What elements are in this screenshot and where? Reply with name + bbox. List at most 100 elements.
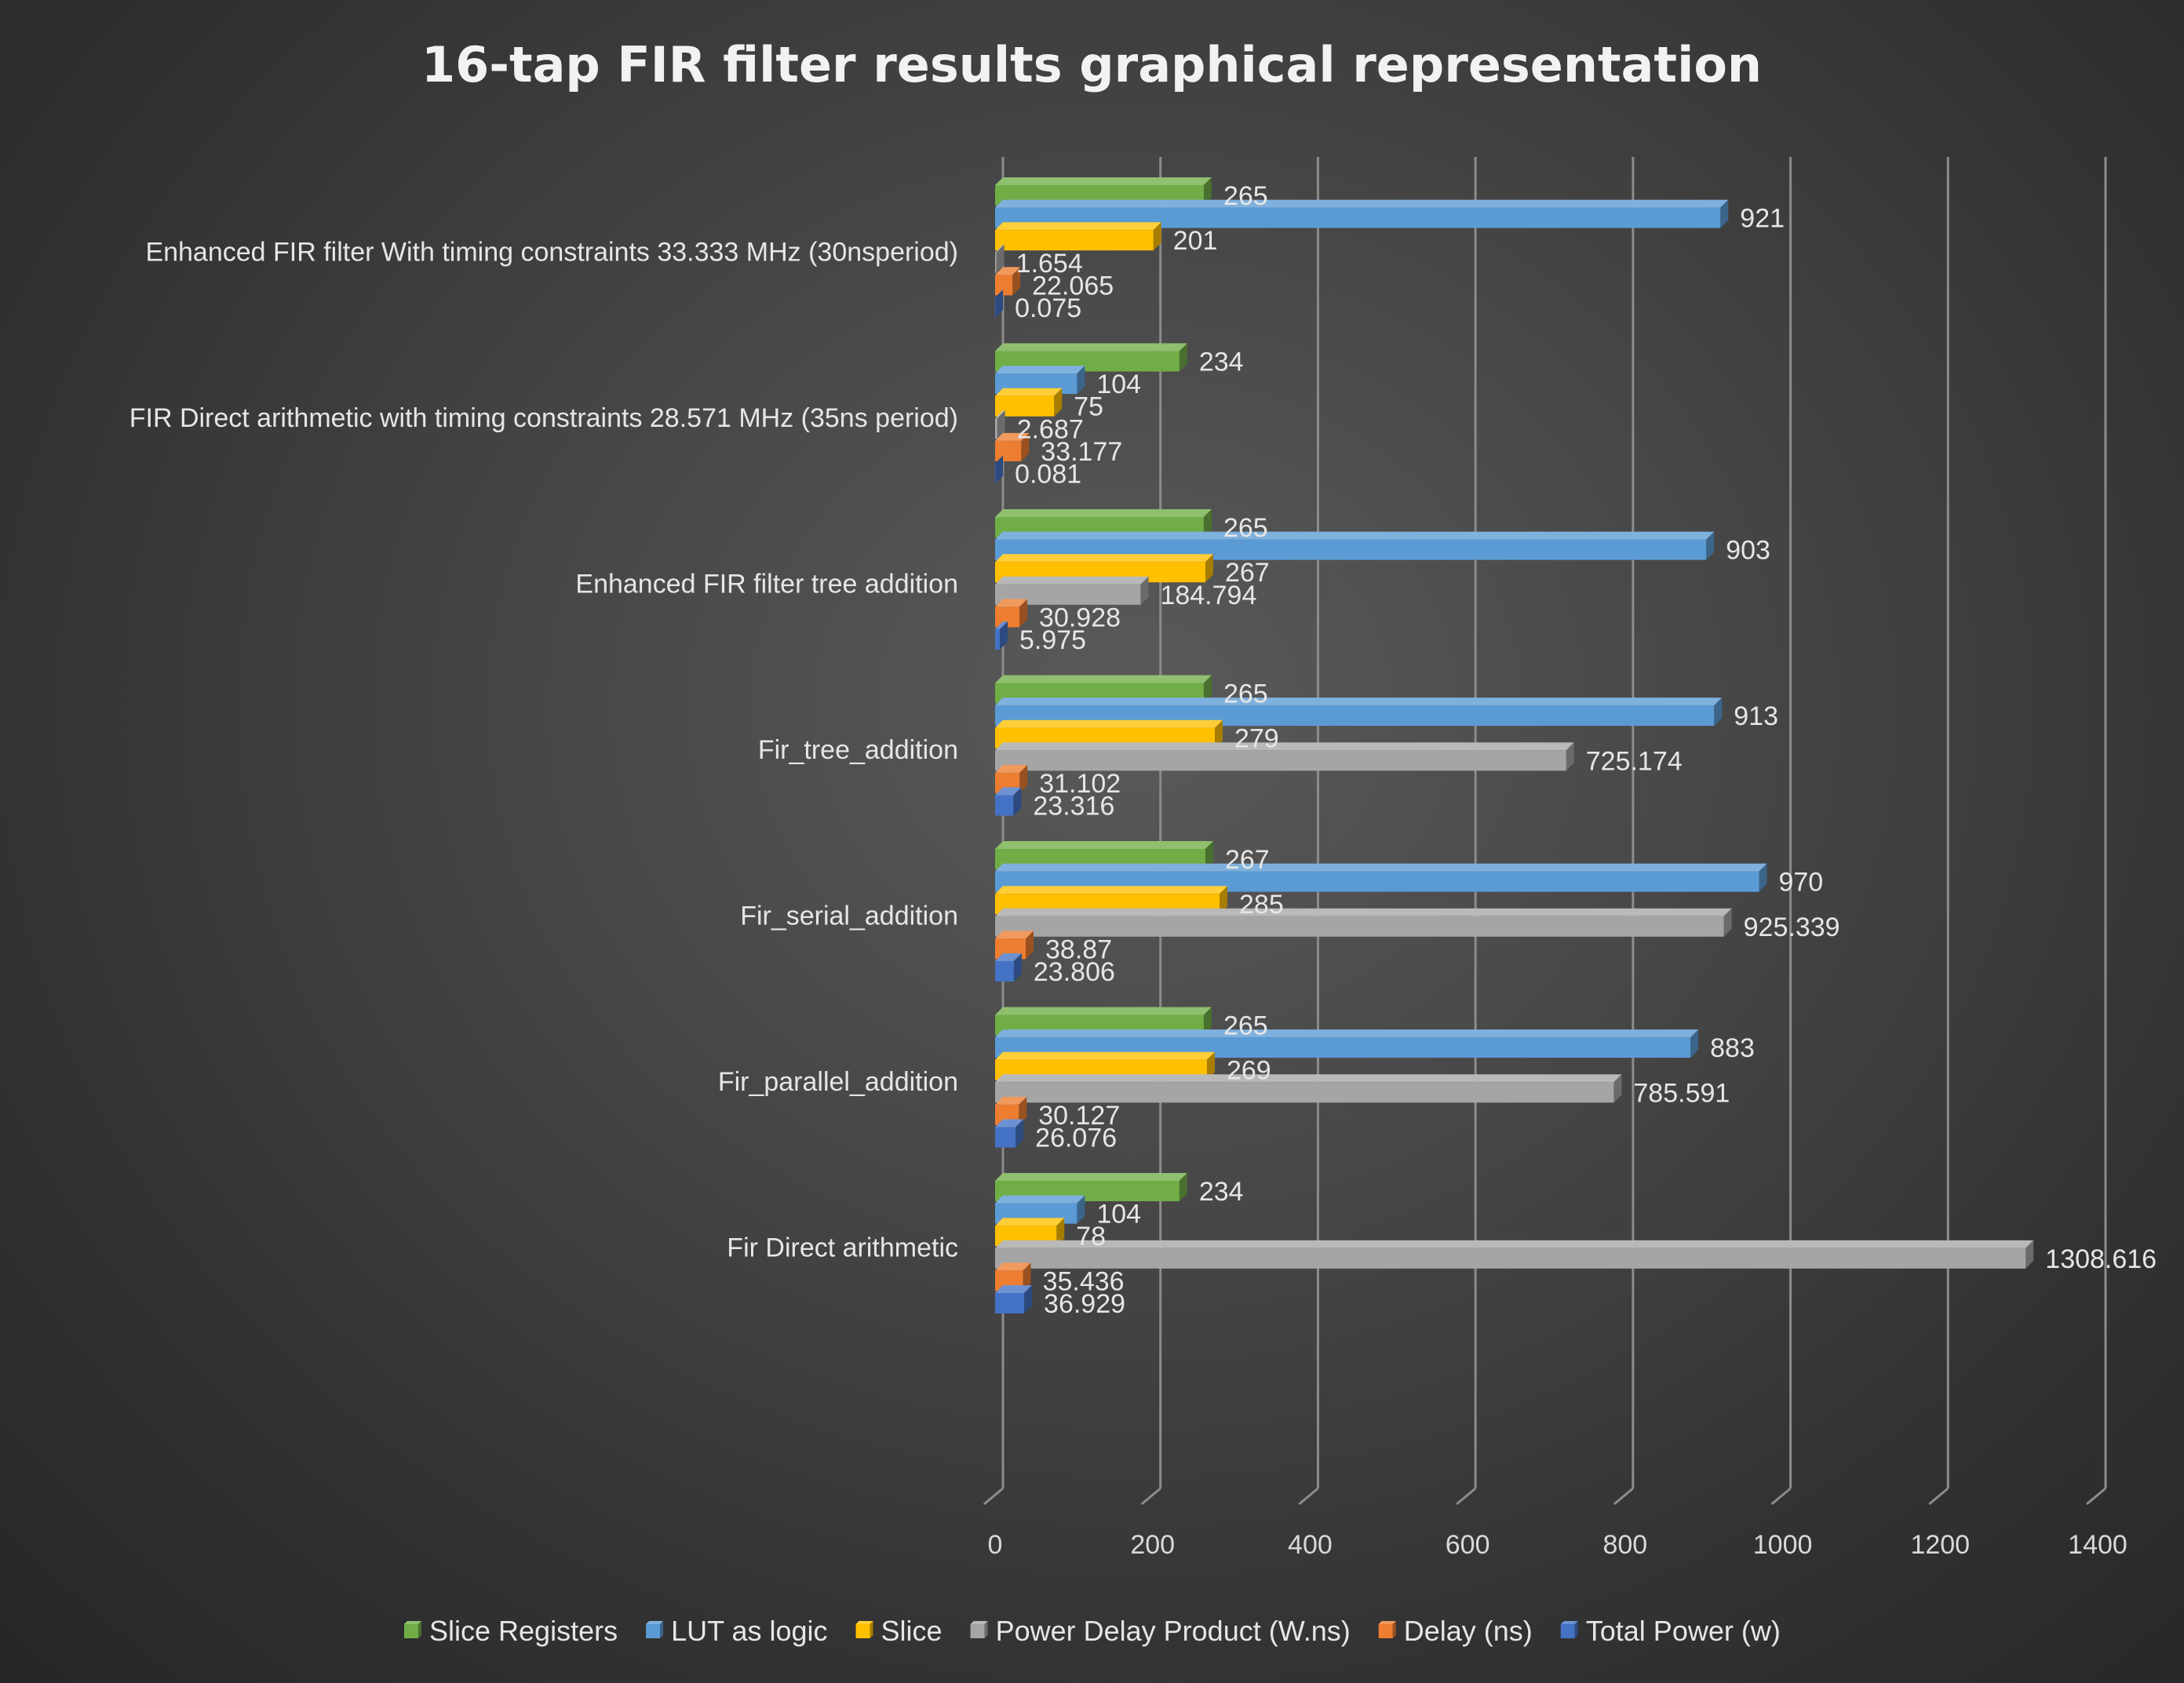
category-label: Fir_parallel_addition	[718, 1067, 958, 1097]
floor-tick	[983, 1487, 1004, 1506]
bar-power-delay-product-w-ns	[995, 1074, 1622, 1103]
legend-label: Slice Registers	[429, 1615, 618, 1647]
category-label: Enhanced FIR filter tree addition	[575, 570, 958, 599]
x-tick-label: 600	[1446, 1530, 1490, 1560]
data-label: 921	[1740, 204, 1785, 234]
x-tick-label: 1000	[1753, 1530, 1813, 1560]
data-label: 75	[1074, 392, 1103, 422]
bar-total-power-w	[995, 1285, 1033, 1313]
bar-lut-as-logic	[995, 863, 1767, 892]
data-label: 201	[1173, 226, 1218, 256]
legend-item-lut-as-logic: LUT as logic	[646, 1615, 828, 1647]
bar-power-delay-product-w-ns	[995, 908, 1732, 937]
bar-power-delay-product-w-ns	[995, 410, 1005, 439]
legend-item-slice-registers: Slice Registers	[404, 1615, 618, 1647]
data-label: 78	[1076, 1222, 1106, 1251]
bar-total-power-w	[995, 1119, 1024, 1148]
legend: Slice Registers LUT as logic Slice Power De…	[404, 1615, 1781, 1647]
legend-item-slice: Slice	[855, 1615, 943, 1647]
floor-tick	[1140, 1487, 1161, 1506]
bar-total-power-w	[995, 953, 1022, 982]
data-label: 267	[1225, 845, 1270, 875]
legend-item-delay-ns: Delay (ns)	[1378, 1615, 1533, 1647]
data-label: 913	[1734, 701, 1778, 731]
legend-label: Power Delay Product (W.ns)	[996, 1615, 1351, 1647]
legend-swatch	[970, 1624, 985, 1638]
x-tick-label: 200	[1130, 1530, 1175, 1560]
data-label: 234	[1199, 348, 1244, 377]
data-label: 38.87	[1045, 934, 1112, 964]
bar-power-delay-product-w-ns	[995, 742, 1574, 771]
bar-lut-as-logic	[995, 1029, 1699, 1058]
data-label: 35.436	[1043, 1266, 1125, 1296]
category-label: FIR Direct arithmetic with timing constr…	[129, 403, 958, 433]
legend-swatch	[1378, 1624, 1393, 1638]
category-label: Fir_tree_addition	[758, 735, 958, 765]
chart-title: 16-tap FIR filter results graphical repr…	[421, 36, 1762, 93]
data-label: 104	[1096, 370, 1141, 399]
legend-swatch	[404, 1624, 418, 1638]
data-label: 0.081	[1015, 460, 1081, 490]
x-tick-label: 800	[1602, 1530, 1647, 1560]
bar-delay-ns	[995, 432, 1030, 461]
bar-power-delay-product-w-ns	[995, 1240, 2034, 1269]
legend-item-power-delay-product-w-ns: Power Delay Product (W.ns)	[970, 1615, 1351, 1647]
bars	[995, 177, 2034, 1313]
data-label: 33.177	[1041, 437, 1122, 467]
floor-tick	[1298, 1487, 1319, 1506]
data-label: 785.591	[1633, 1078, 1730, 1108]
data-label: 925.339	[1744, 913, 1840, 942]
data-label: 5.975	[1019, 625, 1086, 655]
category-label: Fir_serial_addition	[740, 902, 958, 931]
data-label: 970	[1778, 868, 1823, 898]
legend-label: Delay (ns)	[1404, 1615, 1533, 1647]
floor-tick	[1456, 1487, 1477, 1506]
data-label: 30.127	[1038, 1101, 1120, 1131]
x-tick-label: 0	[988, 1530, 1003, 1560]
floor-tick	[1928, 1487, 1949, 1506]
x-tick-label: 400	[1288, 1530, 1333, 1560]
bar-slice	[995, 388, 1063, 417]
legend-label: Slice	[881, 1615, 943, 1647]
bar-power-delay-product-w-ns	[995, 244, 1004, 273]
data-label: 285	[1239, 890, 1284, 920]
bar-delay-ns	[995, 267, 1021, 296]
data-label: 23.806	[1034, 957, 1115, 987]
legend-swatch	[646, 1624, 661, 1638]
data-label: 23.316	[1033, 792, 1114, 821]
data-label: 265	[1223, 1011, 1268, 1041]
legend-label: LUT as logic	[671, 1615, 827, 1647]
data-label: 267	[1225, 558, 1270, 588]
data-label: 234	[1199, 1177, 1244, 1207]
data-label: 279	[1234, 724, 1279, 754]
legend-item-total-power-w: Total Power (w)	[1560, 1615, 1781, 1647]
data-label: 265	[1223, 679, 1268, 709]
data-label: 1308.616	[2045, 1244, 2157, 1274]
category-label: Fir Direct arithmetic	[727, 1233, 958, 1263]
legend-swatch	[1560, 1624, 1575, 1638]
data-label: 30.928	[1039, 603, 1121, 632]
data-label: 31.102	[1039, 769, 1121, 799]
legend-swatch	[855, 1624, 870, 1638]
data-label: 2.687	[1017, 414, 1084, 444]
data-label: 184.794	[1160, 581, 1256, 610]
data-label: 725.174	[1586, 746, 1683, 776]
data-label: 26.076	[1035, 1124, 1117, 1153]
value-labels: 2659212011.65422.0650.075234104752.68733…	[1015, 181, 2157, 1319]
bar-power-delay-product-w-ns	[995, 576, 1149, 605]
x-tick-label: 1400	[2068, 1530, 2127, 1560]
data-label: 265	[1223, 181, 1268, 211]
legend-label: Total Power (w)	[1586, 1615, 1781, 1647]
bar-lut-as-logic	[995, 531, 1715, 560]
data-label: 36.929	[1044, 1289, 1125, 1319]
data-label: 883	[1710, 1033, 1755, 1063]
data-label: 903	[1726, 536, 1770, 566]
data-label: 104	[1096, 1200, 1141, 1229]
data-label: 22.065	[1032, 271, 1114, 301]
floor-tick	[1613, 1487, 1634, 1506]
bar-total-power-w	[995, 290, 1004, 318]
data-label: 0.075	[1015, 293, 1081, 323]
category-label: Enhanced FIR filter With timing constrai…	[145, 238, 958, 268]
